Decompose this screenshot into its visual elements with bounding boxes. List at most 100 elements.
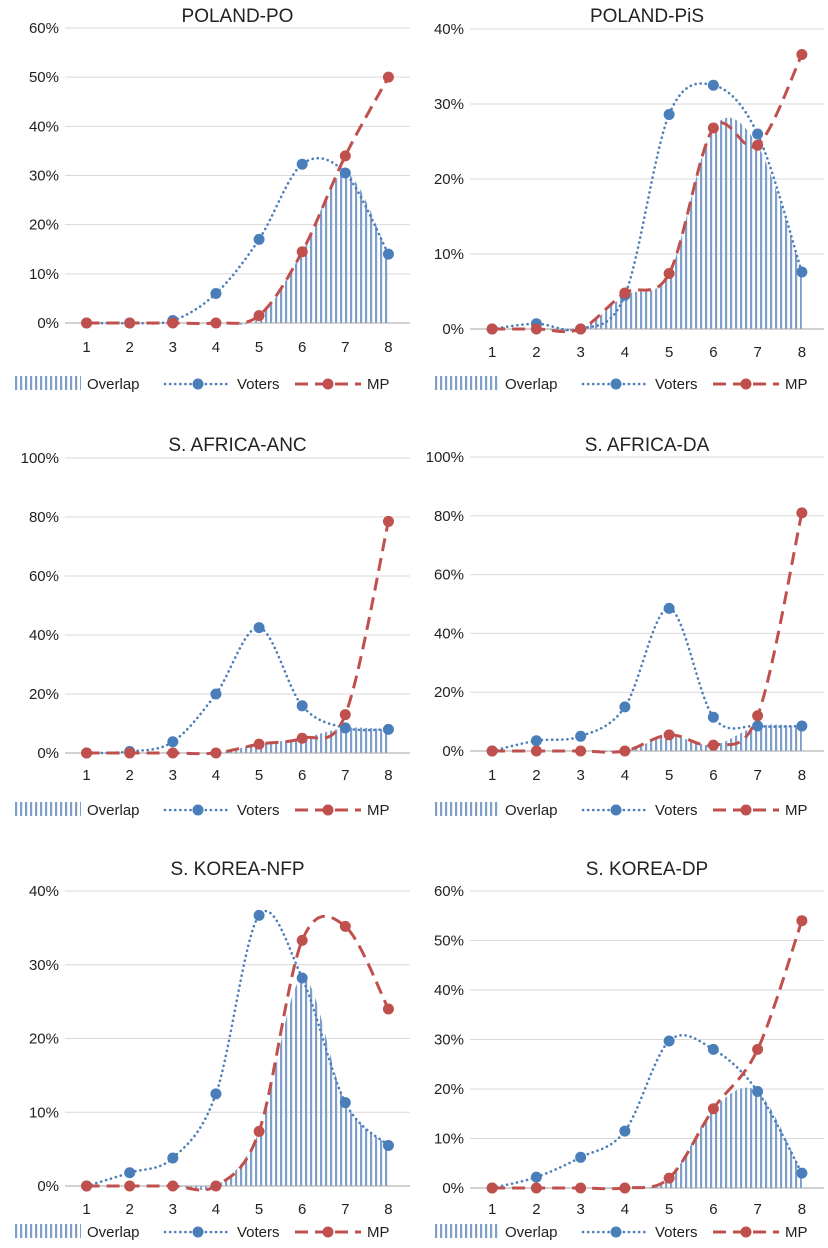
legend: Overlap Voters MP [433, 1224, 808, 1241]
x-tick-label: 4 [212, 339, 220, 356]
legend-voters-marker [610, 804, 622, 816]
mp-point [81, 747, 93, 759]
x-tick-label: 5 [665, 767, 673, 784]
mp-point [167, 1180, 179, 1192]
y-tick-label: 0% [37, 745, 59, 762]
legend-mp-marker [740, 1226, 752, 1238]
chart-panel: POLAND-PO 0% 10% 20% 30% 40% 50% 60% 1 2 3 4 5 6 7 8 Ove… [15, 6, 410, 393]
y-tick-label: 20% [29, 1031, 59, 1048]
voters-point [707, 79, 719, 91]
chart-title: S. AFRICA-DA [585, 435, 710, 456]
mp-point [253, 310, 265, 322]
y-tick-label: 30% [434, 96, 464, 113]
legend-voters-marker [192, 378, 204, 390]
y-tick-label: 10% [29, 1104, 59, 1121]
mp-point [707, 1103, 719, 1115]
overlap-area [86, 977, 389, 1191]
x-tick-label: 1 [82, 1201, 90, 1218]
legend: Overlap Voters MP [15, 376, 390, 393]
mp-point [530, 745, 542, 757]
voters-point [707, 711, 719, 723]
y-tick-label: 80% [29, 509, 59, 526]
mp-point [752, 710, 764, 722]
legend-voters-label: Voters [655, 802, 698, 819]
overlap-area [86, 727, 389, 754]
voters-point [210, 1088, 222, 1100]
y-tick-label: 100% [426, 449, 464, 466]
mp-point [124, 317, 136, 329]
mp-point [382, 71, 394, 83]
y-tick-label: 40% [434, 982, 464, 999]
mp-point [253, 1125, 265, 1137]
y-tick-label: 40% [29, 883, 59, 900]
y-tick-label: 20% [434, 171, 464, 188]
voters-point [253, 622, 265, 634]
voters-point [619, 1125, 631, 1137]
x-tick-label: 3 [169, 339, 177, 356]
legend-mp-label: MP [785, 1224, 808, 1241]
x-tick-label: 5 [255, 339, 263, 356]
mp-point [382, 515, 394, 527]
chart-panel: S. AFRICA-DA 0% 20% 40% 60% 80% 100% 1 2 3 4 5 6 7 8 Ov… [426, 435, 824, 819]
voters-point [707, 1043, 719, 1055]
voters-point [296, 158, 308, 170]
y-tick-label: 0% [37, 315, 59, 332]
voters-point [339, 1097, 351, 1109]
x-tick-label: 4 [212, 767, 220, 784]
y-tick-label: 30% [29, 168, 59, 185]
mp-point [663, 268, 675, 279]
voters-point [339, 722, 351, 734]
legend: Overlap Voters MP [15, 802, 390, 819]
voters-point [530, 1171, 542, 1183]
legend: Overlap Voters MP [15, 1224, 390, 1241]
voters-point [530, 735, 542, 747]
legend-voters-marker [610, 378, 622, 390]
chart-title: POLAND-PiS [590, 6, 704, 27]
voters-point [296, 700, 308, 712]
x-tick-label: 7 [341, 339, 349, 356]
x-tick-label: 7 [753, 1201, 761, 1218]
legend-overlap-swatch [15, 1224, 81, 1238]
legend-overlap-label: Overlap [505, 802, 558, 819]
voters-point [382, 1139, 394, 1151]
x-tick-label: 8 [798, 344, 806, 361]
x-tick-label: 3 [576, 1201, 584, 1218]
y-tick-label: 10% [29, 266, 59, 283]
mp-point [707, 739, 719, 751]
mp-point [296, 934, 308, 946]
chart-title: POLAND-PO [182, 6, 294, 27]
voters-line [85, 909, 390, 1188]
x-tick-label: 7 [341, 1201, 349, 1218]
voters-point [124, 1167, 136, 1179]
voters-line [85, 626, 390, 755]
x-tick-label: 4 [621, 344, 629, 361]
overlap-area [492, 117, 802, 332]
legend-overlap-swatch [433, 376, 499, 390]
y-tick-label: 40% [29, 627, 59, 644]
mp-point [486, 323, 498, 335]
mp-point [382, 1003, 394, 1015]
x-tick-label: 8 [384, 767, 392, 784]
legend-mp-label: MP [367, 1224, 390, 1241]
legend-mp-marker [322, 378, 334, 390]
legend: Overlap Voters MP [433, 802, 808, 819]
mp-point [486, 1182, 498, 1194]
x-tick-label: 6 [709, 767, 717, 784]
legend-mp-marker [322, 804, 334, 816]
chart-title: S. AFRICA-ANC [168, 435, 306, 456]
x-tick-label: 2 [126, 339, 134, 356]
chart-panel: POLAND-PiS 0% 10% 20% 30% 40% 1 2 3 4 5 6 7 8 Overlap V… [433, 6, 824, 393]
voters-point [167, 1152, 179, 1164]
y-tick-label: 100% [21, 450, 59, 467]
mp-point [339, 920, 351, 932]
mp-point [575, 1182, 587, 1194]
mp-point [210, 1180, 222, 1192]
voters-point [752, 1085, 764, 1097]
chart-title: S. KOREA-DP [586, 859, 708, 880]
mp-point [796, 915, 808, 927]
legend-voters-marker [610, 1226, 622, 1238]
mp-point [575, 323, 587, 335]
voters-point [663, 602, 675, 614]
mp-point [796, 49, 808, 60]
